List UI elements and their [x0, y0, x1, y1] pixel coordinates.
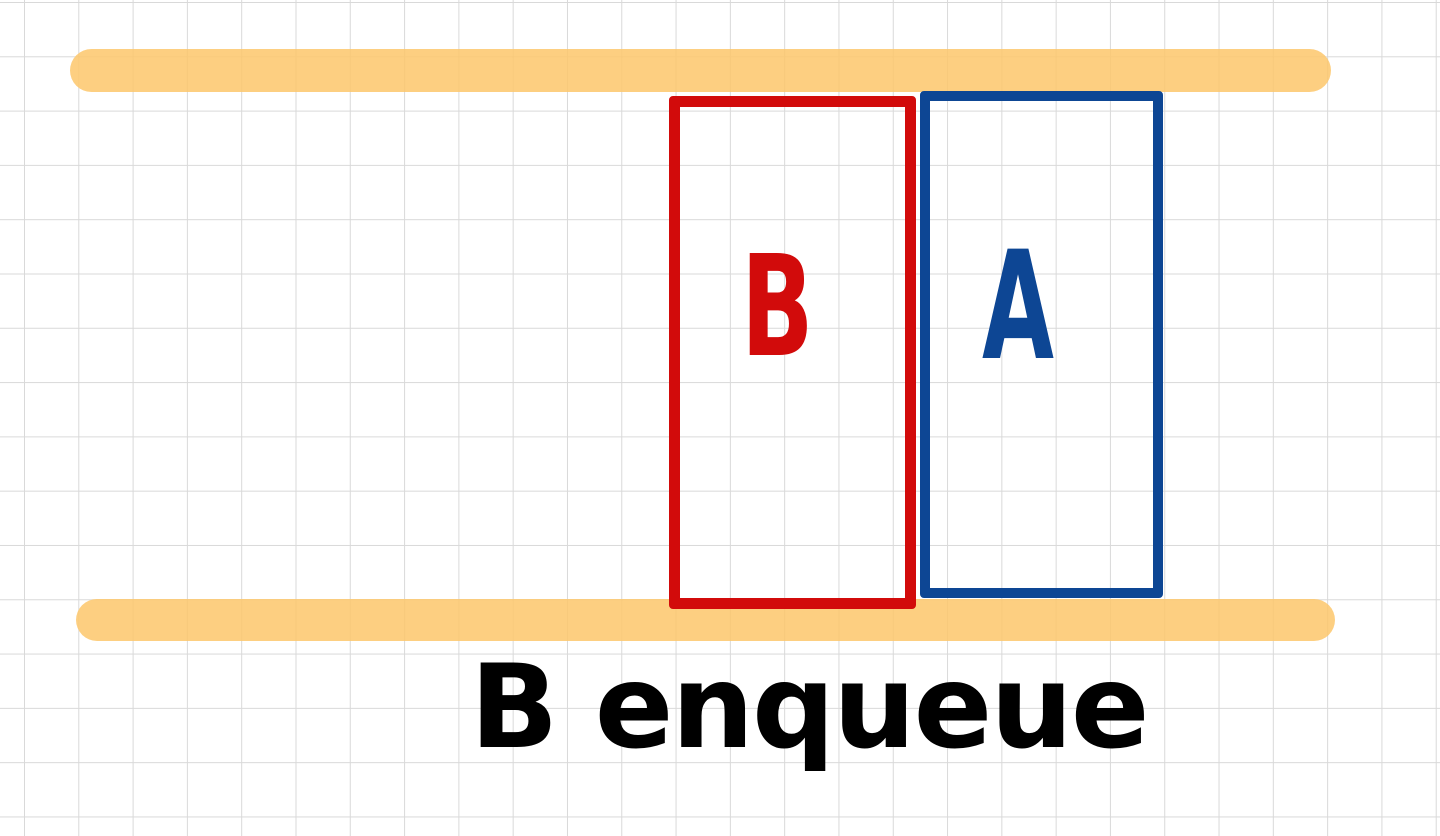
element-b-label: B — [741, 226, 814, 389]
queue-top-rail — [70, 49, 1331, 92]
queue-element-b — [669, 96, 916, 609]
element-a-label: A — [982, 220, 1054, 394]
queue-element-a — [920, 91, 1163, 598]
operation-caption: B enqueue — [470, 640, 1150, 775]
